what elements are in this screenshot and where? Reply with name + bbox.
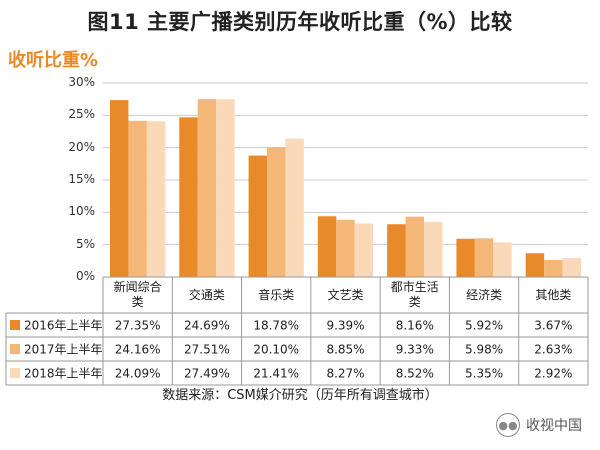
watermark-text: 收视中国 — [526, 418, 582, 434]
data-label: 5.98% — [465, 343, 503, 357]
category-label: 其他类 — [535, 288, 571, 302]
category-label: 文艺类 — [327, 287, 363, 302]
y-tick-label: 15% — [68, 172, 95, 186]
watermark: ●● 收视中国 — [496, 413, 582, 437]
data-label: 9.33% — [396, 343, 434, 357]
bar — [317, 216, 337, 277]
data-label: 8.16% — [396, 319, 434, 333]
data-label: 18.78% — [253, 319, 299, 333]
data-label: 2.63% — [534, 343, 572, 357]
bar — [456, 238, 475, 277]
bar — [248, 155, 267, 277]
bar — [216, 99, 235, 278]
bar — [474, 238, 494, 277]
category-label: 经济类 — [466, 287, 502, 302]
data-label: 27.49% — [184, 367, 230, 381]
y-tick-label: 5% — [75, 236, 95, 251]
legend-swatch — [10, 344, 20, 354]
data-label: 5.35% — [465, 367, 503, 381]
chart-title: 图11 主要广播类别历年收听比重（%）比较 — [87, 10, 513, 34]
bar — [424, 221, 443, 277]
data-label: 9.39% — [326, 319, 364, 333]
series-name: 2017年上半年 — [24, 343, 103, 357]
bar — [179, 117, 198, 277]
data-label: 27.35% — [115, 319, 161, 333]
bar — [525, 253, 545, 277]
y-tick-label: 30% — [68, 75, 95, 89]
series-name: 2018年上半年 — [24, 367, 103, 381]
legend-swatch — [10, 368, 20, 378]
category-label: 交通类 — [189, 287, 225, 302]
data-label: 8.27% — [326, 367, 364, 381]
bar — [128, 120, 147, 277]
bar — [405, 216, 424, 277]
category-label: 都市生活类 — [391, 279, 439, 309]
data-label: 20.10% — [253, 343, 299, 357]
category-label: 音乐类 — [258, 287, 294, 302]
data-label: 24.16% — [115, 343, 161, 357]
data-source-note: 数据来源：CSM媒介研究（历年所有调查城市） — [162, 388, 438, 403]
data-label: 8.52% — [396, 367, 434, 381]
y-axis-unit-label: 收听比重% — [8, 50, 99, 71]
y-tick-label: 20% — [68, 139, 95, 154]
category-label: 新闻综合类 — [114, 279, 162, 309]
bar — [336, 219, 355, 277]
data-label: 24.09% — [115, 367, 161, 381]
bar — [110, 100, 129, 278]
data-label: 5.92% — [465, 319, 503, 333]
bar — [354, 223, 374, 277]
bar — [493, 242, 512, 277]
data-label: 8.85% — [326, 343, 364, 357]
bar — [197, 99, 217, 278]
series-name: 2016年上半年 — [24, 319, 103, 333]
wechat-icon: ●● — [496, 413, 520, 437]
data-label: 27.51% — [184, 343, 230, 357]
data-label: 2.92% — [534, 367, 572, 381]
y-tick-label: 10% — [68, 204, 95, 219]
bar — [562, 258, 581, 277]
data-label: 21.41% — [253, 367, 299, 381]
bar — [285, 138, 304, 277]
bar — [146, 121, 166, 277]
legend-swatch — [10, 320, 20, 330]
bar — [267, 147, 286, 277]
data-label: 3.67% — [534, 319, 572, 333]
y-tick-label: 0% — [75, 269, 95, 283]
y-tick-label: 25% — [68, 107, 95, 122]
data-label: 24.69% — [184, 319, 230, 333]
bar — [387, 224, 406, 277]
bar — [544, 259, 563, 277]
